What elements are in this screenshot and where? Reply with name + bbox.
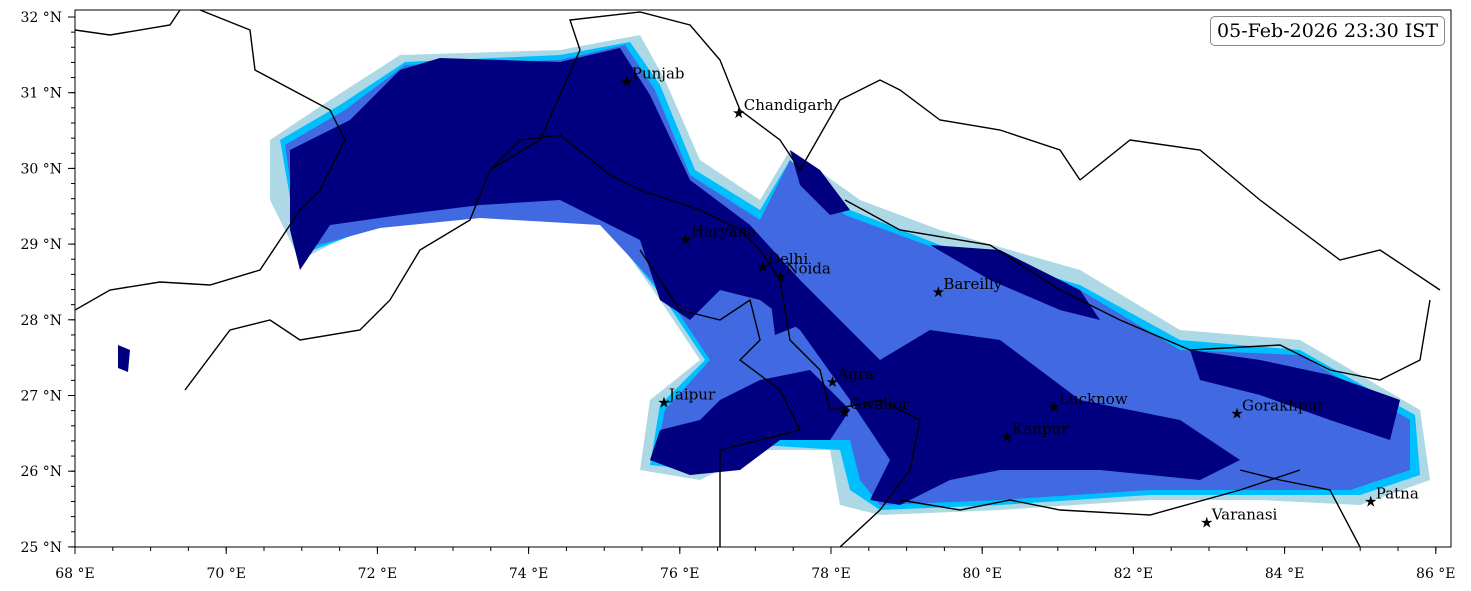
x-tick-label: 86 °E (1416, 566, 1455, 582)
y-tick-label: 28 °N (20, 313, 62, 329)
star-icon: ★ (1047, 398, 1060, 416)
y-tick-label: 31 °N (20, 86, 62, 102)
city-label: Kanpur (1012, 420, 1069, 438)
x-tick-label: 76 °E (660, 566, 699, 582)
star-icon: ★ (620, 72, 633, 90)
star-icon: ★ (774, 268, 787, 286)
x-tick-label: 72 °E (358, 566, 397, 582)
rain-field (118, 35, 1430, 515)
city-marker: ★Varanasi (1200, 506, 1278, 532)
city-marker: ★Jaipur (657, 385, 716, 411)
x-tick-label: 74 °E (509, 566, 548, 582)
city-label: Gorakhpur (1242, 397, 1325, 415)
city-label: Varanasi (1211, 506, 1278, 524)
city-label: Bareilly (943, 275, 1002, 293)
rain-level-5 (118, 48, 1400, 505)
city-label: Agra (837, 365, 875, 383)
x-tick-label: 68 °E (55, 566, 94, 582)
city-marker: ★Haryana (679, 223, 756, 249)
star-icon: ★ (838, 403, 851, 421)
city-label: Noida (785, 260, 831, 278)
y-tick-label: 25 °N (20, 540, 62, 556)
city-marker: ★Gwalior (838, 395, 910, 421)
city-marker: ★Bareilly (932, 275, 1003, 301)
city-label: Delhi (768, 250, 808, 268)
city-label: Haryana (691, 223, 756, 241)
y-tick-label: 32 °N (20, 10, 62, 26)
axis-ticks: 68 °E 70 °E 72 °E 74 °E 76 °E 78 °E 80 °E 82 °E… (20, 10, 1455, 582)
city-marker: ★Punjab (620, 64, 684, 90)
city-label: Gwalior (850, 395, 910, 413)
star-icon: ★ (1000, 428, 1013, 446)
city-label: Patna (1376, 484, 1419, 502)
star-icon: ★ (1230, 405, 1243, 423)
star-icon: ★ (1200, 514, 1213, 532)
city-marker: ★Chandigarh (732, 96, 834, 122)
x-tick-label: 84 °E (1265, 566, 1304, 582)
city-marker: ★Gorakhpur (1230, 397, 1325, 423)
city-label: Punjab (632, 64, 685, 82)
city-marker: ★Lucknow (1047, 390, 1128, 416)
map-frame (74, 9, 1452, 548)
city-marker: ★Delhi (756, 250, 808, 276)
x-tick-label: 80 °E (962, 566, 1001, 582)
star-icon: ★ (657, 393, 670, 411)
city-label: Jaipur (667, 385, 716, 403)
y-tick-label: 30 °N (20, 161, 62, 177)
city-marker: ★Agra (826, 365, 874, 391)
star-icon: ★ (1364, 492, 1377, 510)
boundary-lines (75, 10, 1441, 547)
x-tick-label: 82 °E (1114, 566, 1153, 582)
x-tick-label: 78 °E (811, 566, 850, 582)
city-label: Lucknow (1059, 390, 1128, 408)
city-marker: ★Patna (1364, 484, 1419, 510)
city-label: Chandigarh (744, 96, 834, 114)
star-icon: ★ (732, 104, 745, 122)
star-icon: ★ (932, 283, 945, 301)
timestamp-label: 05-Feb-2026 23:30 IST (1210, 16, 1445, 46)
star-icon: ★ (756, 258, 769, 276)
y-tick-label: 27 °N (20, 389, 62, 405)
star-icon: ★ (679, 231, 692, 249)
city-markers: ★Punjab★Chandigarh★Haryana★Delhi★Noida★B… (620, 64, 1419, 531)
x-tick-label: 70 °E (206, 566, 245, 582)
city-marker: ★Kanpur (1000, 420, 1069, 446)
y-tick-label: 29 °N (20, 237, 62, 253)
city-marker: ★Noida (774, 260, 831, 286)
y-tick-label: 26 °N (20, 464, 62, 480)
star-icon: ★ (826, 373, 839, 391)
